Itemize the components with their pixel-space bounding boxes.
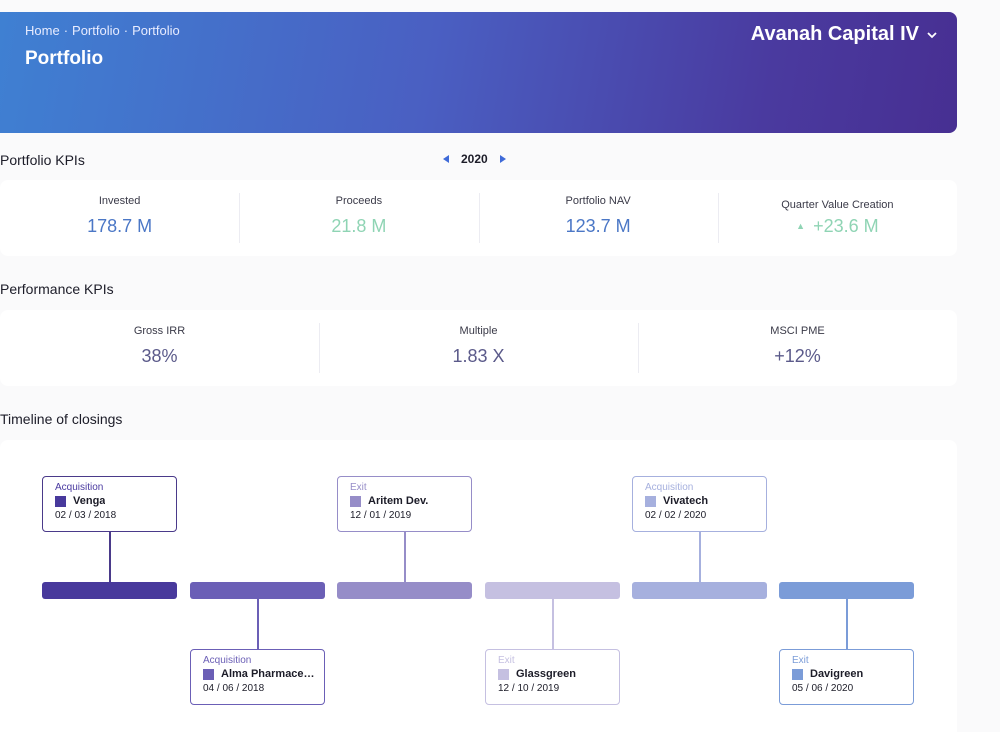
performance-kpis-title: Performance KPIs [0, 281, 114, 297]
timeline-connector [404, 532, 406, 582]
timeline-event-card[interactable]: Exit Glassgreen 12 / 10 / 2019 [485, 649, 620, 705]
kpi-label: Gross IRR [133, 325, 186, 337]
kpi-value: 21.8 M [331, 216, 387, 236]
event-company: Glassgreen [498, 668, 619, 680]
timeline-connector [257, 599, 259, 649]
kpi-proceeds: Proceeds 21.8 M [239, 193, 478, 243]
next-year-icon[interactable] [499, 155, 506, 163]
kpi-gross-irr: Gross IRR 38% [0, 323, 319, 373]
event-type: Exit [498, 655, 515, 666]
timeline-bar [190, 582, 325, 599]
kpi-quarter-value-creation: Quarter Value Creation ▲ +23.6 M [717, 193, 957, 243]
timeline-connector [109, 532, 111, 582]
event-company: Davigreen [792, 668, 913, 680]
portfolio-kpis-title: Portfolio KPIs [0, 152, 85, 168]
kpi-label: MSCI PME [770, 325, 825, 337]
timeline-bar [632, 582, 767, 599]
company-name: Davigreen [810, 668, 864, 680]
event-date: 12 / 10 / 2019 [498, 683, 560, 694]
company-name: Vivatech [663, 495, 709, 507]
timeline-bar [42, 582, 177, 599]
year-navigator: 2020 [443, 152, 506, 166]
timeline-card: Acquisition Venga 02 / 03 / 2018 Acquisitio… [0, 440, 957, 732]
event-date: 04 / 06 / 2018 [203, 683, 265, 694]
kpi-value-wrap: ▲ +23.6 M [718, 216, 957, 237]
timeline-bar [485, 582, 620, 599]
kpi-value: 38% [141, 346, 178, 366]
year-label: 2020 [461, 152, 488, 166]
fund-name: Avanah Capital IV [750, 23, 919, 45]
event-date: 02 / 02 / 2020 [645, 510, 707, 521]
company-name: Venga [73, 495, 106, 507]
kpi-value: 1.83 X [452, 346, 505, 366]
kpi-label: Multiple [459, 325, 498, 337]
event-company: Vivatech [645, 495, 766, 507]
breadcrumb-portfolio[interactable]: Portfolio [72, 23, 120, 38]
company-color-swatch [792, 668, 803, 680]
timeline-bar [337, 582, 472, 599]
chevron-down-icon [927, 31, 937, 38]
kpi-value: +23.6 M [813, 216, 879, 236]
company-color-swatch [55, 495, 66, 507]
company-name: Glassgreen [516, 668, 576, 680]
breadcrumb-home[interactable]: Home [25, 23, 60, 38]
event-date: 12 / 01 / 2019 [350, 510, 412, 521]
portfolio-kpis-card: Invested 178.7 M Proceeds 21.8 M Portfol… [0, 180, 957, 256]
trend-up-icon: ▲ [796, 221, 806, 231]
event-date: 05 / 06 / 2020 [792, 683, 854, 694]
event-company: Venga [55, 495, 176, 507]
breadcrumb-current: Portfolio [132, 23, 180, 38]
company-color-swatch [203, 668, 214, 680]
event-type: Acquisition [203, 655, 252, 666]
fund-selector[interactable]: Avanah Capital IV [751, 23, 937, 46]
performance-kpis-card: Gross IRR 38% Multiple 1.83 X MSCI PME +… [0, 310, 957, 386]
kpi-value: +12% [774, 346, 821, 366]
event-company: Alma Pharmaceuticals [203, 668, 324, 680]
event-type: Exit [792, 655, 809, 666]
kpi-portfolio-nav: Portfolio NAV 123.7 M [478, 193, 718, 243]
timeline-event-card[interactable]: Exit Aritem Dev. 12 / 01 / 2019 [337, 476, 472, 532]
timeline-event-card[interactable]: Acquisition Alma Pharmaceuticals 04 / 06 /… [190, 649, 325, 705]
company-color-swatch [645, 495, 656, 507]
company-name: Alma Pharmaceuticals [221, 668, 317, 680]
event-type: Acquisition [645, 482, 694, 493]
page-title: Portfolio [25, 48, 104, 69]
kpi-invested: Invested 178.7 M [0, 193, 239, 243]
page-header: Home · Portfolio · Portfolio Portfolio Avana… [0, 12, 957, 133]
kpi-msci-pme: MSCI PME +12% [638, 323, 957, 373]
kpi-label: Portfolio NAV [565, 195, 631, 207]
timeline-event-card[interactable]: Exit Davigreen 05 / 06 / 2020 [779, 649, 914, 705]
kpi-multiple: Multiple 1.83 X [319, 323, 638, 373]
kpi-value: 178.7 M [87, 216, 153, 236]
timeline-bar [779, 582, 914, 599]
company-color-swatch [498, 668, 509, 680]
company-color-swatch [350, 495, 361, 507]
event-type: Acquisition [55, 482, 104, 493]
timeline-connector [699, 532, 701, 582]
timeline-connector [846, 599, 848, 649]
kpi-label: Invested [98, 195, 141, 207]
previous-year-icon[interactable] [443, 155, 449, 163]
kpi-label: Proceeds [335, 195, 383, 207]
event-company: Aritem Dev. [350, 495, 471, 507]
event-date: 02 / 03 / 2018 [55, 510, 117, 521]
company-name: Aritem Dev. [368, 495, 429, 507]
timeline-event-card[interactable]: Acquisition Vivatech 02 / 02 / 2020 [632, 476, 767, 532]
timeline-connector [552, 599, 554, 649]
kpi-value: 123.7 M [565, 216, 631, 236]
event-type: Exit [350, 482, 367, 493]
timeline-title: Timeline of closings [0, 411, 123, 427]
breadcrumb: Home · Portfolio · Portfolio [25, 23, 180, 38]
kpi-label: Quarter Value Creation [781, 199, 894, 211]
timeline-event-card[interactable]: Acquisition Venga 02 / 03 / 2018 [42, 476, 177, 532]
